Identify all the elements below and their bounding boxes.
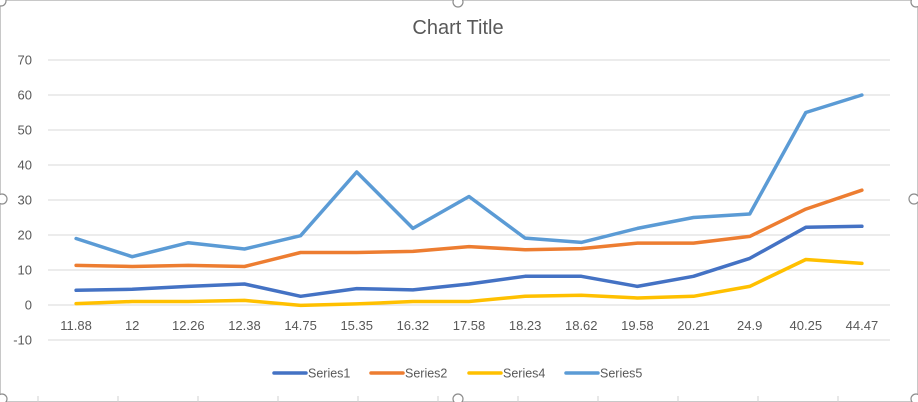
legend-label: Series1 [308,367,350,381]
series-line-series5[interactable] [74,93,864,259]
series-line-series2[interactable] [74,188,864,269]
x-tick-label: 17.58 [453,318,486,333]
legend-label: Series4 [503,367,545,381]
y-tick-label: 60 [18,88,32,103]
resize-handle[interactable] [0,193,8,205]
x-axis-ticks: 11.88 12 12.26 12.38 14.75 15.35 16.32 17.58 18.… [60,318,878,333]
resize-handle[interactable] [0,0,7,7]
legend-label: Series5 [600,367,642,381]
y-tick-label: 0 [25,298,32,313]
x-tick-label: 11.88 [60,318,92,333]
y-tick-label: 20 [18,228,32,243]
y-tick-label: 30 [18,193,32,208]
series-line-series4[interactable] [74,257,864,308]
legend-label: Series2 [405,367,447,381]
x-tick-label: 14.75 [284,318,317,333]
x-tick-label: 40.25 [790,318,823,333]
gridlines [48,59,890,341]
resize-handle[interactable] [908,193,918,205]
y-tick-label: 70 [18,53,32,68]
resize-handle[interactable] [910,0,918,8]
x-tick-label: 18.62 [565,318,598,333]
x-tick-label: 20.21 [677,318,710,333]
x-tick-label: 44.47 [846,318,879,333]
legend[interactable]: Series1 Series2 Series4 Series5 [272,367,642,381]
x-tick-label: 12.38 [228,318,261,333]
y-tick-label: 50 [18,123,32,138]
y-axis-ticks: -10 0 10 20 30 40 50 60 70 [13,53,32,348]
resize-handle[interactable] [0,393,8,402]
x-tick-label: 16.32 [397,318,430,333]
chart-title[interactable]: Chart Title [412,17,503,39]
x-tick-label: 12 [125,318,139,333]
x-tick-label: 18.23 [509,318,542,333]
x-tick-label: 19.58 [621,318,654,333]
y-tick-label: 40 [18,158,32,173]
resize-handle[interactable] [910,393,918,402]
series-lines [74,93,864,308]
x-tick-label: 24.9 [737,318,762,333]
series-line-series1[interactable] [74,224,864,299]
resize-handle[interactable] [452,393,464,402]
y-tick-label: -10 [13,333,32,348]
y-tick-label: 10 [18,263,32,278]
resize-handle[interactable] [452,0,464,8]
x-tick-label: 15.35 [340,318,373,333]
x-tick-label: 12.26 [172,318,205,333]
